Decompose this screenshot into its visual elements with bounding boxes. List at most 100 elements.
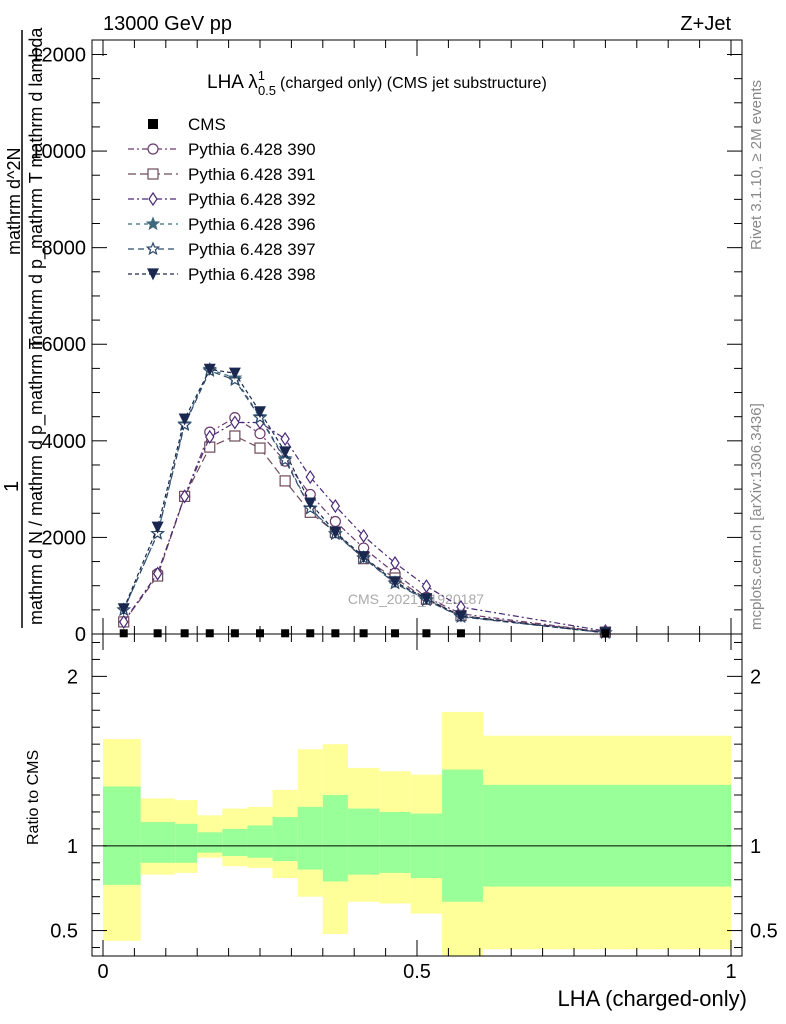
legend-marker xyxy=(145,216,161,231)
main-ytick-label: 8000 xyxy=(42,238,87,260)
series-point xyxy=(280,431,290,446)
series-pythia-6-428-392 xyxy=(119,415,611,639)
ylabel-denominator: mathrm d N / mathrm d p_mathrm T xyxy=(26,338,47,625)
ratio-band-inner xyxy=(482,784,731,887)
series-point xyxy=(277,452,293,467)
mcplots-label: mcplots.cern.ch [arXiv:1306.3436] xyxy=(748,403,765,630)
series-point xyxy=(279,446,292,459)
cms-data-point xyxy=(391,629,400,638)
series-point xyxy=(151,521,164,534)
cms-data-point xyxy=(256,629,264,638)
ratio-band-inner xyxy=(175,823,198,863)
series-line xyxy=(123,416,606,633)
legend-marker xyxy=(148,119,158,129)
series-point xyxy=(357,551,370,564)
legend-entry: Pythia 6.428 396 xyxy=(128,215,316,234)
ratio-band-inner xyxy=(322,795,348,882)
cms-data-point xyxy=(180,629,189,638)
series-point xyxy=(329,515,341,528)
legend-label: Pythia 6.428 392 xyxy=(188,190,316,209)
legend-label: Pythia 6.428 397 xyxy=(188,240,316,259)
series-point xyxy=(179,489,190,504)
series-point xyxy=(228,367,241,380)
ratio-xlabel: LHA (charged-only) xyxy=(557,986,747,1011)
main-ytick-label: 2000 xyxy=(42,527,87,549)
cms-data-point xyxy=(281,629,290,638)
rivet-label: Rivet 3.1.10, ≥ 2M events xyxy=(748,80,765,250)
series-point xyxy=(117,603,130,616)
cms-data-point xyxy=(331,629,340,638)
ratio-band-inner xyxy=(379,811,411,873)
legend-label: Pythia 6.428 396 xyxy=(188,215,316,234)
legend-entry: Pythia 6.428 397 xyxy=(128,240,316,259)
legend-label: Pythia 6.428 390 xyxy=(188,140,316,159)
ratio-band-inner xyxy=(222,828,248,857)
series-point xyxy=(178,413,191,426)
cms-data-point xyxy=(153,629,162,638)
main-panel: 0 2000 4000 6000 8000 10000 12000 CMS_2021_I19… xyxy=(1,27,743,646)
series-point xyxy=(254,442,266,454)
cms-data-point xyxy=(359,629,368,638)
ratio-xtick-label: 1 xyxy=(725,961,736,983)
ratio-ytick-label-right: 1 xyxy=(750,836,761,858)
series-point xyxy=(389,576,401,589)
legend-entry: Pythia 6.428 398 xyxy=(128,265,316,284)
main-ylabel: 1 mathrm d N / mathrm d p_mathrm T mathr… xyxy=(1,27,47,628)
series-point xyxy=(454,610,467,623)
main-ytick-label: 12000 xyxy=(30,44,86,66)
ratio-band-inner xyxy=(297,806,323,870)
series-point xyxy=(152,566,163,581)
series-point xyxy=(390,555,400,571)
ratio-ylabel: Ratio to CMS xyxy=(25,750,42,845)
main-ytick-label: 4000 xyxy=(42,431,87,453)
cms-data-point xyxy=(119,629,128,638)
ratio-ytick-label: 0.5 xyxy=(50,921,78,943)
series-line xyxy=(123,421,606,632)
ratio-band-inner xyxy=(272,817,298,862)
series-point xyxy=(329,526,342,539)
main-title: LHA λ1 0.5 (charged only) (CMS jet substru… xyxy=(207,68,547,98)
series-point xyxy=(229,430,241,442)
header-right: Z+Jet xyxy=(680,13,731,35)
series-point xyxy=(330,498,341,514)
legend-entry: Pythia 6.428 391 xyxy=(128,165,316,184)
ratio-xtick-label: 0 xyxy=(97,961,108,983)
ratio-band-inner xyxy=(103,786,141,885)
cms-data-point xyxy=(205,629,214,638)
series-point xyxy=(305,469,315,485)
cms-data-point xyxy=(230,629,239,638)
series-point xyxy=(420,593,433,606)
series-point xyxy=(119,614,129,630)
ratio-band-inner xyxy=(247,825,273,858)
ratio-ytick-label-right: 2 xyxy=(750,666,761,688)
series-point xyxy=(304,497,317,510)
legend-marker xyxy=(145,241,161,256)
series-point xyxy=(279,475,291,487)
series-point xyxy=(358,528,369,544)
series-pythia-6-428-398 xyxy=(117,363,612,640)
legend-label: CMS xyxy=(188,115,226,134)
series-point xyxy=(203,363,216,376)
legend-entry: Pythia 6.428 390 xyxy=(128,140,316,159)
ratio-ytick-label: 2 xyxy=(67,666,78,688)
legend-label: Pythia 6.428 398 xyxy=(188,265,316,284)
ylabel-right-num: mathrm d^2N xyxy=(4,148,24,255)
ylabel-numerator: 1 xyxy=(1,481,23,492)
ratio-band-inner xyxy=(140,822,176,863)
watermark: CMS_2021_I1920187 xyxy=(348,591,484,607)
ratio-band-inner xyxy=(197,832,223,853)
series-point xyxy=(254,427,266,440)
cms-data-point xyxy=(422,629,431,638)
ratio-ytick-label-right: 0.5 xyxy=(750,921,778,943)
ratio-ytick-label: 1 xyxy=(67,836,78,858)
legend: CMS Pythia 6.428 390 Pythia 6.428 391 Pythi… xyxy=(128,115,316,284)
series-line xyxy=(123,368,606,634)
legend-marker xyxy=(147,143,159,155)
cms-data-point xyxy=(601,629,610,638)
main-ytick-label: 6000 xyxy=(42,334,87,356)
legend-marker xyxy=(147,168,159,180)
legend-entry: Pythia 6.428 392 xyxy=(128,190,316,209)
ratio-band-inner xyxy=(347,808,380,875)
main-ytick-label: 0 xyxy=(75,624,86,646)
